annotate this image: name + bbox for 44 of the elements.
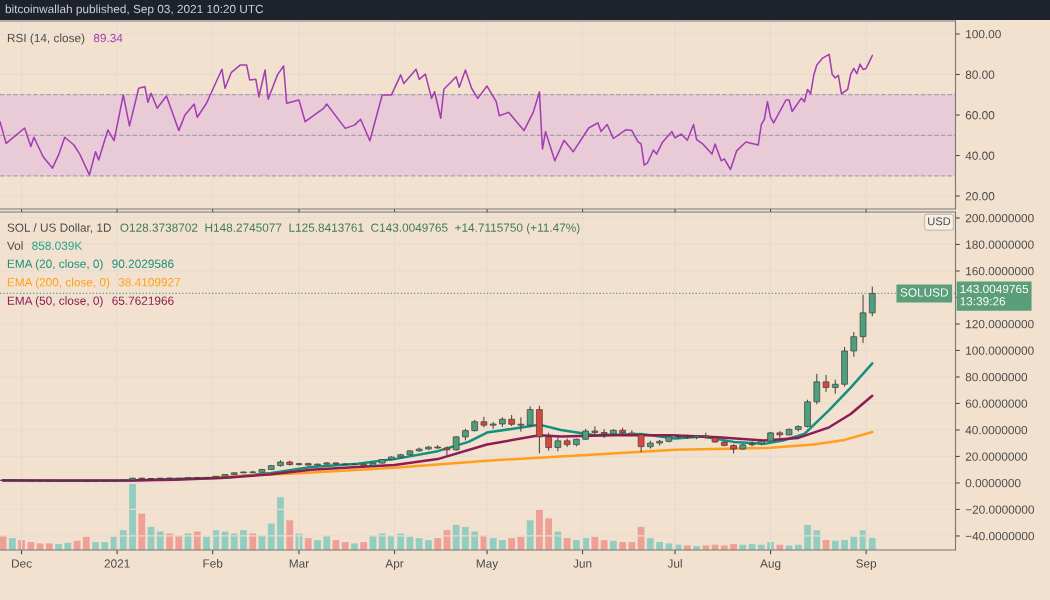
y-tick-label: 40.00 [965, 151, 995, 160]
y-tick-label: 80.00 [965, 70, 995, 79]
x-tick-label: Feb [203, 559, 223, 568]
annotation: 65.7621966 [112, 296, 174, 305]
x-tick-label: Dec [12, 559, 32, 568]
x-tick-label: Aug [760, 559, 781, 571]
text: SOL / US Dollar, 1D [7, 223, 111, 234]
text: EMA (20, close, 0) [7, 259, 103, 271]
x-tick-label: Jun [573, 559, 592, 568]
text: RSI (14, close) [7, 33, 85, 45]
text: Vol [7, 241, 23, 250]
y-tick-label: −40.0000000 [965, 531, 1035, 541]
y-tick-label: 20.0000000 [965, 452, 1028, 461]
y-tick-label: 180.0000000 [966, 240, 1034, 249]
y-tick-label: 80.0000000 [965, 372, 1028, 382]
text: 13:39:26 [960, 297, 1006, 306]
x-tick-label: May [476, 559, 499, 571]
x-tick-label: Mar [289, 559, 309, 568]
text: EMA (50, close, 0) [7, 296, 103, 308]
x-tick-label: 2021 [104, 559, 130, 568]
y-tick-label: 20.00 [965, 192, 995, 201]
annotation: 858.039K [32, 241, 83, 250]
annotation: 38.4109927 [118, 278, 181, 287]
annotation: 89.34 [93, 33, 123, 43]
x-tick-label: Jul [667, 559, 682, 568]
y-tick-label: 100.00 [966, 30, 1001, 39]
ref-line-label: SOLUSD [900, 288, 948, 297]
x-tick-label: Apr [385, 559, 404, 571]
y-tick-label: 40.0000000 [965, 425, 1028, 435]
y-tick-label: 100.0000000 [966, 346, 1034, 355]
annotation: 90.2029586 [112, 259, 174, 268]
x-tick-label: Sep [856, 559, 877, 571]
y-tick-label: 60.0000000 [965, 399, 1028, 408]
text: bitcoinwallah published, Sep 03, 2021 10:20 UTC [5, 4, 264, 16]
annotation: O128.3738702 H148.2745077 L125.8413761 C143.0049765 +14.7115750 (+11.47%) [120, 223, 580, 235]
text: 143.0049765 [960, 284, 1029, 294]
y-tick-label: 0.0000000 [965, 478, 1021, 488]
y-tick-label: 200.0000000 [965, 214, 1034, 223]
y-tick-label: −20.0000000 [965, 505, 1035, 514]
y-tick-label: 160.0000000 [966, 267, 1034, 276]
annotation: USD [928, 217, 951, 226]
y-tick-label: 120.0000000 [966, 319, 1034, 329]
text: EMA (200, close, 0) [7, 277, 110, 289]
y-tick-label: 60.00 [965, 111, 995, 120]
